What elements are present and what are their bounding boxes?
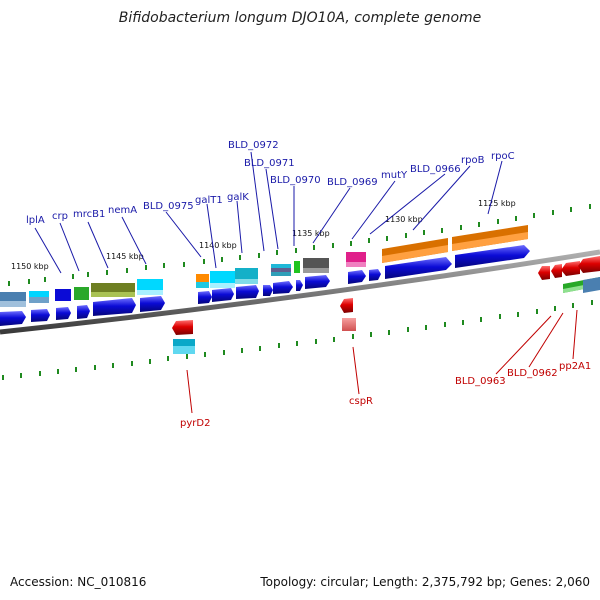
label-BLD_0975: BLD_0975 [143, 201, 194, 212]
tick-label-1150: 1150 kbp [11, 262, 49, 271]
label-BLD_0962: BLD_0962 [507, 368, 558, 379]
forward-gene-arrows [0, 245, 530, 326]
map-title: Bifidobacterium longum DJO10A, complete … [118, 10, 482, 26]
tick-label-1140: 1140 kbp [199, 241, 237, 250]
label-BLD_0971: BLD_0971 [244, 158, 295, 169]
forward-cog-boxes [0, 225, 528, 307]
reverse-gene-arrows [172, 256, 600, 354]
tick-dots-upper [8, 204, 591, 286]
accession-text: Accession: NC_010816 [10, 575, 147, 589]
tick-label-1125: 1125 kbp [478, 199, 516, 208]
label-galK: galK [227, 192, 249, 203]
label-crp: crp [52, 211, 68, 222]
label-BLD_0969: BLD_0969 [327, 177, 378, 188]
topology-text: Topology: circular; Length: 2,375,792 bp… [260, 575, 590, 589]
label-nemA: nemA [108, 205, 137, 216]
label-rpoC: rpoC [491, 151, 515, 162]
label-mrcB1: mrcB1 [73, 209, 105, 220]
tick-label-1145: 1145 kbp [106, 252, 144, 261]
label-rpoB: rpoB [461, 155, 485, 166]
forward-leader-lines [34, 151, 503, 274]
label-pyrD2: pyrD2 [180, 418, 210, 429]
label-lplA: lplA [26, 215, 45, 226]
tick-label-1135: 1135 kbp [292, 229, 330, 238]
tick-label-1130: 1130 kbp [385, 215, 423, 224]
label-BLD_0963: BLD_0963 [455, 376, 506, 387]
label-BLD_0972: BLD_0972 [228, 140, 279, 151]
label-BLD_0966: BLD_0966 [410, 164, 461, 175]
label-BLD_0970: BLD_0970 [270, 175, 321, 186]
label-cspR: cspR [349, 396, 373, 407]
reverse-leader-lines [186, 309, 578, 414]
tick-dots-lower [2, 300, 593, 380]
label-galT1: galT1 [195, 195, 223, 206]
label-pp2A1: pp2A1 [559, 361, 591, 372]
label-mutY: mutY [381, 170, 408, 181]
